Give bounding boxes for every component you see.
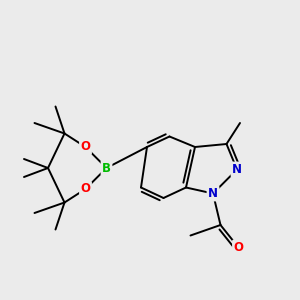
Text: O: O <box>80 182 91 196</box>
Text: N: N <box>208 187 218 200</box>
Text: O: O <box>233 241 244 254</box>
Text: O: O <box>80 140 91 154</box>
Text: B: B <box>102 161 111 175</box>
Text: N: N <box>232 163 242 176</box>
